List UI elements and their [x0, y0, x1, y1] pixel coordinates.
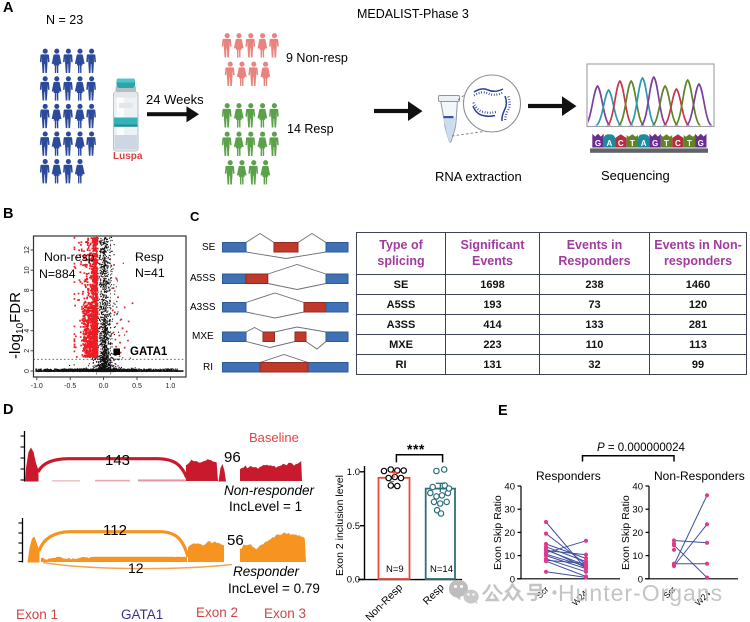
svg-text:8: 8 — [24, 288, 31, 292]
svg-text:2: 2 — [24, 349, 31, 353]
svg-text:G: G — [698, 139, 704, 148]
svg-text:-1.0: -1.0 — [31, 383, 43, 390]
svg-text:10: 10 — [632, 551, 643, 562]
svg-text:Resp: Resp — [421, 582, 447, 608]
svg-text:A: A — [641, 139, 647, 148]
svg-text:0: 0 — [510, 574, 515, 585]
svg-text:0.0: 0.0 — [99, 383, 109, 390]
svg-text:0.0: 0.0 — [347, 575, 360, 586]
svg-text:10: 10 — [504, 551, 515, 562]
svg-text:0: 0 — [24, 369, 31, 373]
svg-text:0.5: 0.5 — [347, 521, 360, 532]
svg-text:0: 0 — [638, 574, 643, 585]
svg-text:20: 20 — [632, 528, 643, 539]
svg-text:6: 6 — [24, 308, 31, 312]
svg-text:1.0: 1.0 — [166, 383, 176, 390]
svg-text:30: 30 — [632, 505, 643, 516]
svg-text:T: T — [664, 139, 669, 148]
svg-text:0.5: 0.5 — [132, 383, 142, 390]
svg-text:12: 12 — [24, 246, 31, 254]
svg-text:-0.5: -0.5 — [64, 383, 76, 390]
svg-text:40: 40 — [504, 482, 515, 493]
svg-text:T: T — [687, 139, 692, 148]
svg-text:40: 40 — [632, 482, 643, 493]
svg-text:20: 20 — [504, 528, 515, 539]
svg-text:10: 10 — [24, 266, 31, 274]
svg-text:C: C — [618, 139, 624, 148]
svg-text:4: 4 — [24, 329, 31, 333]
svg-text:C: C — [675, 139, 681, 148]
svg-text:30: 30 — [504, 505, 515, 516]
svg-text:Non-Resp: Non-Resp — [363, 582, 405, 622]
svg-text:G: G — [652, 139, 658, 148]
svg-text:T: T — [630, 139, 635, 148]
svg-text:G: G — [595, 139, 601, 148]
svg-text:A: A — [607, 139, 613, 148]
svg-text:1.0: 1.0 — [347, 467, 360, 478]
